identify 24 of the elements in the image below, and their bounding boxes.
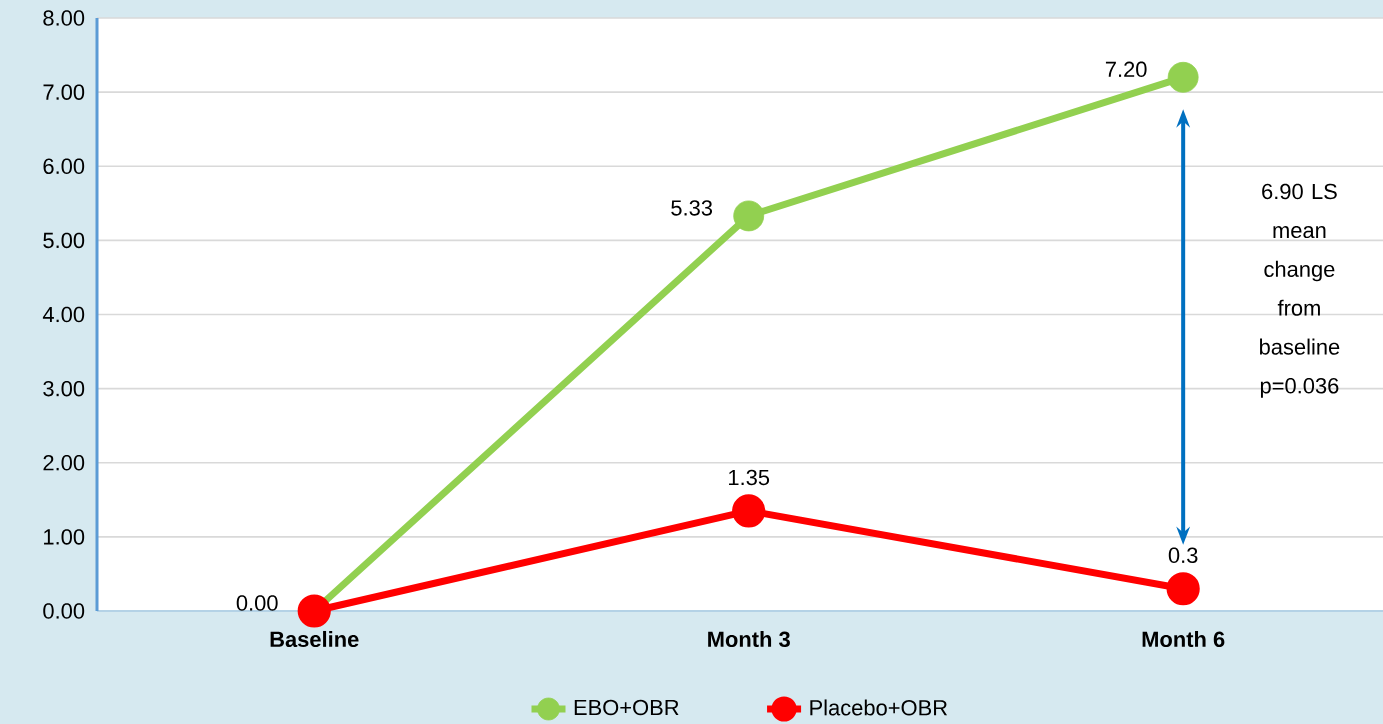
y-tick-label: 7.00 bbox=[43, 84, 85, 100]
y-tick-label: 8.00 bbox=[43, 10, 85, 26]
data-label: 0.00 bbox=[236, 595, 278, 611]
point bbox=[732, 494, 766, 528]
point bbox=[733, 200, 765, 232]
x-tick-label: Month 6 bbox=[1142, 630, 1225, 648]
x-tick-label: Month 3 bbox=[708, 630, 790, 648]
legend-label: EBO+OBR bbox=[574, 699, 679, 716]
y-tick-label: 5.00 bbox=[43, 232, 85, 249]
point bbox=[1166, 572, 1200, 606]
data-label: 5.33 bbox=[671, 200, 713, 216]
text: 6.90 LS mean change from baseline p=0.036 bbox=[1260, 183, 1340, 398]
y-tick-label: 4.00 bbox=[42, 306, 85, 323]
data-label: 0.3 bbox=[1168, 547, 1198, 564]
y-tick-label: 6.00 bbox=[43, 158, 85, 175]
y-tick-label: 0.00 bbox=[43, 603, 85, 619]
data-label: 7.20 bbox=[1105, 61, 1147, 78]
data-label: 1.35 bbox=[729, 469, 770, 486]
legend-label: Placebo+OBR bbox=[810, 699, 948, 716]
y-tick-label: 1.00 bbox=[44, 529, 85, 545]
y-tick-label: 3.00 bbox=[43, 380, 85, 397]
point bbox=[1167, 61, 1199, 93]
y-tick-label: 2.00 bbox=[43, 455, 85, 471]
x-tick-label: Baseline bbox=[270, 630, 359, 648]
